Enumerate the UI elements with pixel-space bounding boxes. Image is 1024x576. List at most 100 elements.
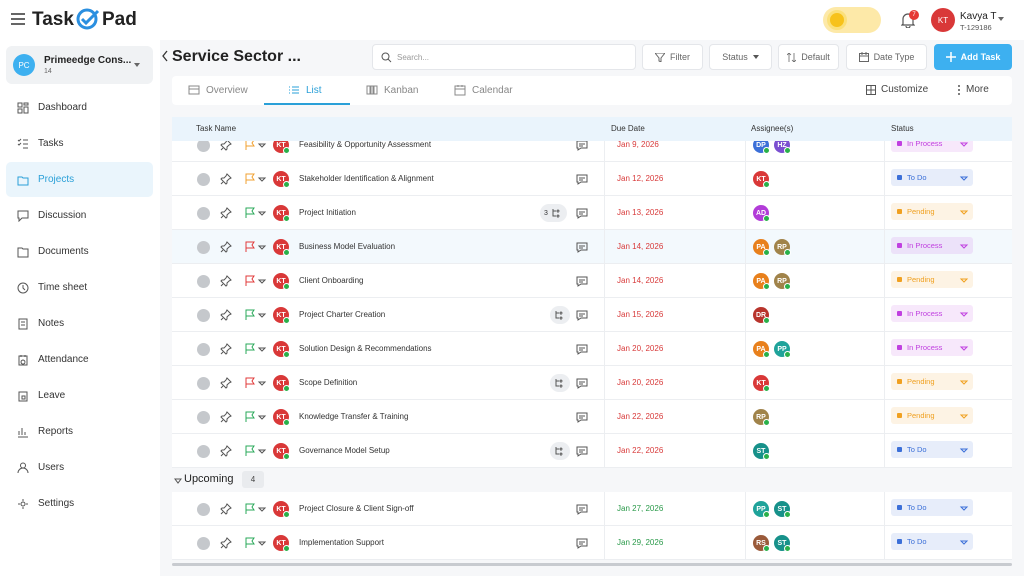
task-row[interactable]: KTSolution Design & RecommendationsJan 2… xyxy=(172,332,1012,366)
task-name[interactable]: Feasibility & Opportunity Assessment xyxy=(299,141,431,149)
status-pill[interactable]: Pending xyxy=(891,373,973,390)
priority-flag xyxy=(244,173,256,185)
complete-check[interactable] xyxy=(197,503,210,516)
complete-check[interactable] xyxy=(197,241,210,254)
status-pill[interactable]: To Do xyxy=(891,169,973,186)
tab-label: Kanban xyxy=(384,85,418,96)
status-pill[interactable]: To Do xyxy=(891,533,973,550)
task-row[interactable]: KTStakeholder Identification & Alignment… xyxy=(172,162,1012,196)
task-name[interactable]: Governance Model Setup xyxy=(299,446,390,455)
assignee-avatar: RP xyxy=(774,239,790,255)
task-row[interactable]: KTBusiness Model EvaluationJan 14, 2026P… xyxy=(172,230,1012,264)
caret xyxy=(958,308,970,320)
icon xyxy=(454,84,466,96)
task-row[interactable]: KTProject Initiation3Jan 13, 2026ADPendi… xyxy=(172,196,1012,230)
add-task-button[interactable]: Add Task xyxy=(934,44,1012,70)
pin-icon xyxy=(220,537,232,549)
task-name[interactable]: Scope Definition xyxy=(299,378,357,387)
divider xyxy=(884,264,885,298)
task-row[interactable]: KTProject Charter CreationJan 15, 2026DR… xyxy=(172,298,1012,332)
status-pill[interactable]: Pending xyxy=(891,271,973,288)
subtask-badge[interactable]: 3 xyxy=(540,204,567,222)
menu-icon[interactable] xyxy=(11,13,25,25)
complete-check[interactable] xyxy=(197,411,210,424)
status-pill[interactable]: In Process xyxy=(891,141,973,152)
tab[interactable]: Calendar xyxy=(454,84,513,96)
task-row[interactable]: KTGovernance Model SetupJan 22, 2026STTo… xyxy=(172,434,1012,468)
icon xyxy=(551,207,563,219)
caret xyxy=(256,377,268,389)
task-name[interactable]: Solution Design & Recommendations xyxy=(299,344,432,353)
user-avatar[interactable]: KT xyxy=(931,8,955,32)
group-header[interactable]: Upcoming4 xyxy=(172,468,1012,492)
back-icon[interactable] xyxy=(162,50,168,62)
complete-check[interactable] xyxy=(197,309,210,322)
status-pill[interactable]: To Do xyxy=(891,441,973,458)
task-name[interactable]: Business Model Evaluation xyxy=(299,242,395,251)
pin-icon xyxy=(220,173,232,185)
logo-icon xyxy=(76,8,100,30)
task-name[interactable]: Client Onboarding xyxy=(299,276,363,285)
icon xyxy=(288,84,300,96)
task-row[interactable]: KTClient OnboardingJan 14, 2026PARPPendi… xyxy=(172,264,1012,298)
status-dot xyxy=(897,345,902,350)
complete-check[interactable] xyxy=(197,275,210,288)
status-pill[interactable]: Pending xyxy=(891,203,973,220)
task-name[interactable]: Knowledge Transfer & Training xyxy=(299,412,408,421)
complete-check[interactable] xyxy=(197,377,210,390)
status-pill[interactable]: In Process xyxy=(891,339,973,356)
more-button[interactable]: More xyxy=(958,84,989,95)
workspace-switcher[interactable]: PC Primeedge Cons... 14 xyxy=(6,46,153,84)
priority-flag xyxy=(244,207,256,219)
caret xyxy=(958,410,970,422)
complete-check[interactable] xyxy=(197,343,210,356)
task-name[interactable]: Stakeholder Identification & Alignment xyxy=(299,174,434,183)
search-box[interactable]: Search... xyxy=(372,44,636,70)
tab[interactable]: Kanban xyxy=(366,84,418,96)
status-dropdown[interactable]: Status xyxy=(709,44,772,70)
status-pill[interactable]: Pending xyxy=(891,407,973,424)
sort-button[interactable]: Default xyxy=(778,44,839,70)
subtask-count: 3 xyxy=(544,210,548,217)
divider xyxy=(604,196,605,230)
status-pill[interactable]: To Do xyxy=(891,499,973,516)
pin-icon xyxy=(220,343,232,355)
theme-toggle[interactable] xyxy=(823,7,881,33)
assignee-avatar: PA xyxy=(753,239,769,255)
complete-check[interactable] xyxy=(197,141,210,152)
status-label: To Do xyxy=(907,445,927,454)
complete-check[interactable] xyxy=(197,207,210,220)
customize-button[interactable]: Customize xyxy=(866,84,928,95)
caret[interactable] xyxy=(998,17,1004,21)
icon xyxy=(366,84,378,96)
icon xyxy=(554,377,566,389)
task-row[interactable]: KTProject Closure & Client Sign-offJan 2… xyxy=(172,492,1012,526)
filter-button[interactable]: Filter xyxy=(642,44,703,70)
comment-icon xyxy=(576,377,588,389)
subtask-badge[interactable] xyxy=(550,306,570,324)
scrollbar[interactable] xyxy=(172,563,1012,566)
complete-check[interactable] xyxy=(197,537,210,550)
status-pill[interactable]: In Process xyxy=(891,305,973,322)
status-pill[interactable]: In Process xyxy=(891,237,973,254)
task-row[interactable]: KTFeasibility & Opportunity AssessmentJa… xyxy=(172,141,1012,162)
tab[interactable]: Overview xyxy=(188,84,248,96)
tab[interactable]: List xyxy=(288,84,322,96)
task-name[interactable]: Project Initiation xyxy=(299,208,356,217)
task-name[interactable]: Project Closure & Client Sign-off xyxy=(299,504,414,513)
task-row[interactable]: KTScope DefinitionJan 20, 2026KTPending xyxy=(172,366,1012,400)
task-row[interactable]: KTImplementation SupportJan 29, 2026RSST… xyxy=(172,526,1012,560)
task-name[interactable]: Project Charter Creation xyxy=(299,310,385,319)
owner-avatar: KT xyxy=(273,375,289,391)
subtask-badge[interactable] xyxy=(550,374,570,392)
due-date: Jan 12, 2026 xyxy=(617,174,663,183)
status-dot xyxy=(897,505,902,510)
complete-check[interactable] xyxy=(197,173,210,186)
task-row[interactable]: KTKnowledge Transfer & TrainingJan 22, 2… xyxy=(172,400,1012,434)
task-name[interactable]: Implementation Support xyxy=(299,538,384,547)
assignee-avatar: DP xyxy=(753,141,769,153)
date-type-button[interactable]: Date Type xyxy=(846,44,927,70)
complete-check[interactable] xyxy=(197,445,210,458)
subtask-badge[interactable] xyxy=(550,442,570,460)
nav-item[interactable]: Dashboard xyxy=(6,90,153,125)
